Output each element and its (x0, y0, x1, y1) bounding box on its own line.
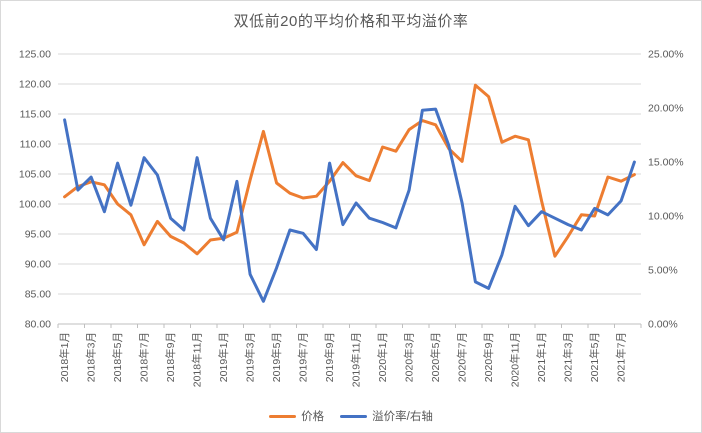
x-axis-label: 2020年9月 (482, 332, 495, 382)
x-axis-label: 2018年9月 (164, 332, 177, 382)
legend-swatch-price (269, 414, 297, 418)
x-axis-label: 2021年7月 (615, 332, 628, 382)
right-axis-label: 0.00% (648, 319, 678, 331)
legend: 价格 溢价率/右轴 (1, 408, 701, 424)
legend-label-premium: 溢价率/右轴 (372, 411, 433, 423)
left-axis-label: 85.00 (25, 289, 51, 301)
x-axis-label: 2020年7月 (456, 332, 469, 382)
x-axis-label: 2018年1月 (58, 332, 71, 382)
left-axis-label: 110.00 (20, 139, 51, 151)
right-axis-label: 15.00% (648, 157, 684, 169)
left-axis-label: 100.00 (19, 199, 51, 211)
x-axis-label: 2019年9月 (323, 332, 336, 382)
legend-label-price: 价格 (301, 411, 325, 423)
right-axis-label: 5.00% (648, 265, 678, 277)
x-axis-label: 2019年3月 (244, 332, 257, 382)
left-axis-label: 95.00 (25, 229, 51, 241)
x-axis-label: 2019年5月 (270, 332, 283, 382)
left-axis-label: 90.00 (25, 259, 51, 271)
series-line-price (63, 83, 636, 258)
chart-title: 双低前20的平均价格和平均溢价率 (233, 13, 469, 30)
left-axis-label: 120.00 (19, 79, 51, 91)
x-axis-label: 2020年3月 (403, 332, 416, 382)
series-line-premium (63, 107, 636, 303)
x-axis-label: 2021年5月 (588, 332, 601, 382)
left-axis-label: 80.00 (25, 319, 51, 331)
x-axis-label: 2018年3月 (85, 332, 98, 382)
x-axis-label: 2019年11月 (350, 332, 363, 387)
left-axis-label: 125.00 (19, 49, 51, 61)
left-axis-label: 105.00 (19, 169, 51, 181)
x-axis-label: 2019年1月 (217, 332, 230, 382)
x-axis-label: 2020年1月 (376, 332, 389, 382)
legend-item-price: 价格 (269, 408, 324, 424)
x-axis-label: 2021年3月 (562, 332, 575, 382)
x-axis-label: 2018年7月 (138, 332, 151, 382)
left-axis-label: 115.00 (20, 109, 51, 121)
x-axis-label: 2019年7月 (297, 332, 310, 382)
x-axis-label: 2021年1月 (535, 332, 548, 382)
x-axis-label: 2018年5月 (111, 332, 124, 382)
right-axis-label: 25.00% (648, 49, 684, 61)
x-axis-label: 2020年11月 (509, 332, 522, 387)
x-axis-label: 2020年5月 (429, 332, 442, 382)
right-axis-label: 10.00% (648, 211, 684, 223)
x-axis-label: 2018年11月 (191, 332, 204, 387)
right-axis-label: 20.00% (648, 103, 684, 115)
legend-swatch-premium (340, 414, 368, 418)
legend-item-premium: 溢价率/右轴 (340, 408, 433, 424)
